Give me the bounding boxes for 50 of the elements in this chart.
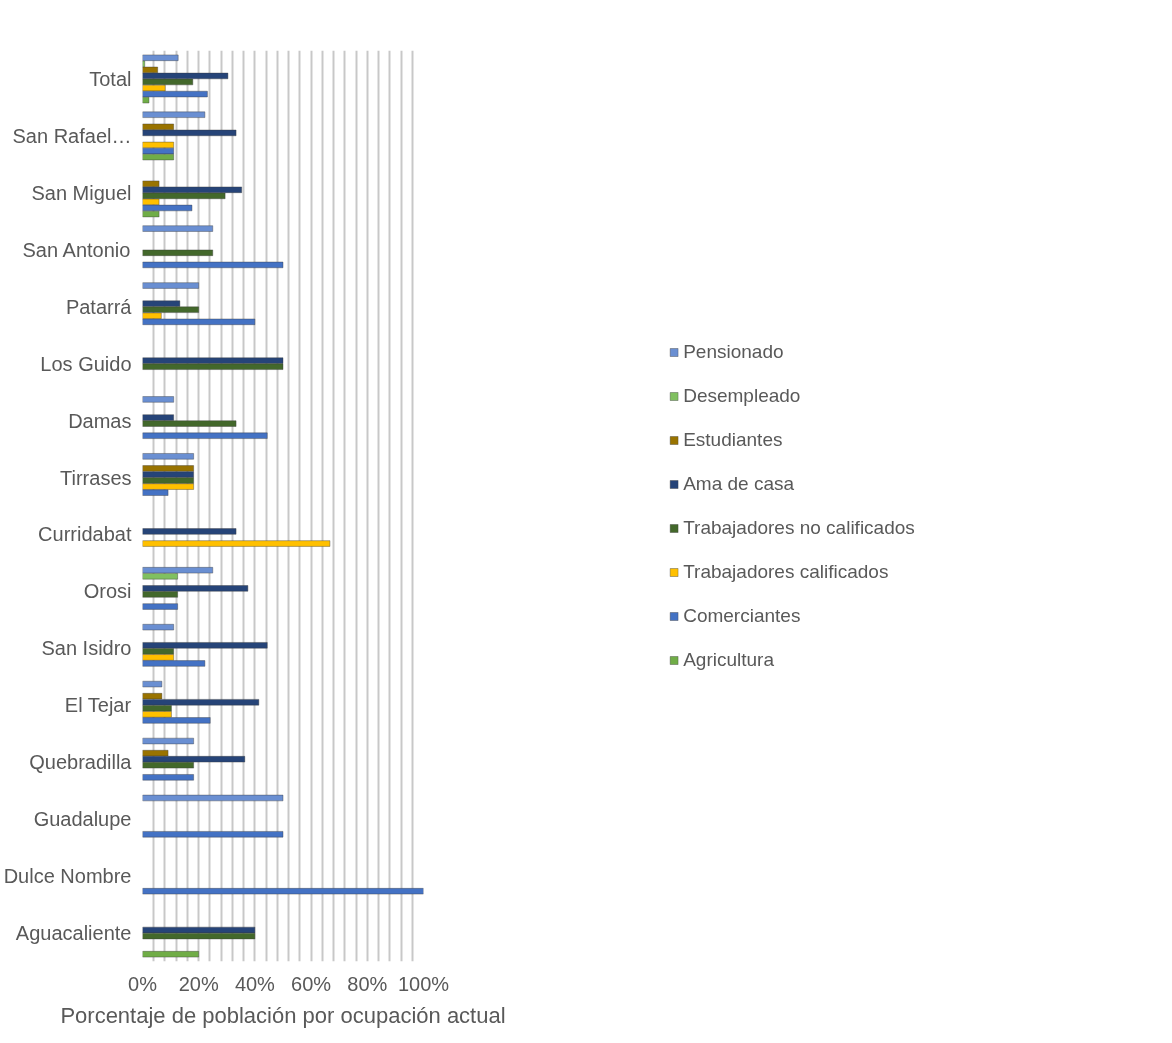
x-tick-label: 20% (178, 972, 219, 995)
bar (142, 681, 163, 688)
y-tick-label: Dulce Nombre (3, 865, 132, 888)
y-tick-label: San Miguel (31, 181, 132, 204)
bar (142, 774, 194, 781)
y-tick-label: Total (89, 67, 132, 90)
y-tick-label: Los Guido (40, 352, 132, 375)
x-tick-label: 0% (128, 972, 158, 995)
y-tick-label: Aguacaliente (15, 922, 132, 945)
bar (142, 794, 284, 802)
x-tick-label: 100% (397, 972, 450, 995)
y-tick-label: Tirrases (60, 466, 132, 489)
legend-label: Ama de casa (683, 472, 795, 495)
bar (142, 888, 424, 895)
bar (142, 528, 237, 535)
bar (142, 831, 284, 838)
legend-label: Trabajadores no calificados (683, 516, 915, 539)
x-tick-label: 60% (291, 972, 332, 995)
y-tick-label: Curridabat (38, 523, 132, 546)
legend-label: Trabajadores calificados (683, 560, 889, 583)
legend-label: Pensionado (683, 340, 784, 363)
y-tick-label: Orosi (83, 580, 132, 603)
bar (142, 396, 174, 403)
bar (142, 249, 213, 256)
bar (142, 603, 178, 610)
bar (142, 225, 213, 232)
x-tick-label: 80% (347, 972, 388, 995)
x-axis-title: Porcentaje de población por ocupación actual (60, 1002, 506, 1028)
y-tick-label: San Rafael… (12, 124, 132, 147)
bar (142, 282, 199, 289)
legend-label: Agricultura (683, 648, 774, 671)
y-tick-label: Damas (68, 409, 132, 432)
legend-label: Comerciantes (683, 604, 801, 627)
bar (142, 111, 206, 118)
bar (142, 951, 199, 958)
x-tick-label: 40% (234, 972, 276, 995)
legend-label: Estudiantes (683, 428, 783, 451)
bar (142, 432, 268, 439)
y-tick-label: Patarrá (65, 295, 133, 318)
bar (142, 737, 194, 745)
y-tick-label: Quebradilla (29, 751, 133, 774)
y-tick-label: San Isidro (41, 637, 132, 660)
bar (142, 624, 174, 631)
legend-label: Desempleado (683, 384, 801, 407)
bar (142, 261, 284, 268)
y-tick-label: San Antonio (22, 238, 131, 261)
y-tick-label: El Tejar (64, 694, 132, 717)
y-tick-label: Guadalupe (33, 808, 132, 831)
bar (142, 540, 331, 547)
bar (142, 453, 194, 460)
